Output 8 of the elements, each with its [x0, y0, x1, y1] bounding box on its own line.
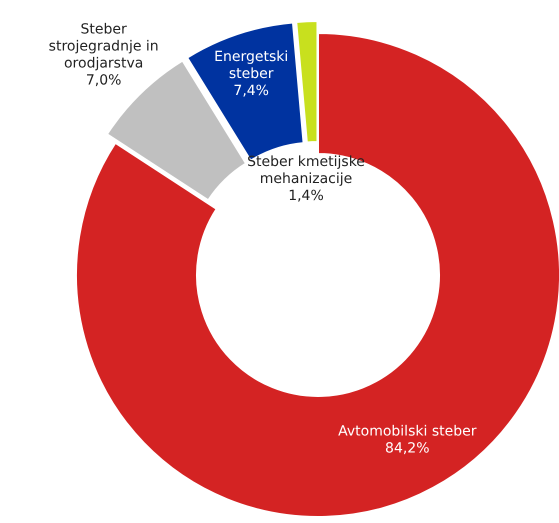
- slice-label: Avtomobilski steber: [338, 423, 477, 440]
- slice-label: Energetski steber: [214, 48, 288, 82]
- data-label: 1,4%: [288, 188, 324, 204]
- data-label: 7,0%: [86, 72, 122, 89]
- data-label: 84,2%: [385, 440, 430, 456]
- slice-label: Steber kmetijske mehanizacije: [247, 154, 365, 187]
- data-label: 7,4%: [233, 82, 270, 99]
- slice-label: Steber strojegradnje in orodjarstva: [48, 22, 159, 72]
